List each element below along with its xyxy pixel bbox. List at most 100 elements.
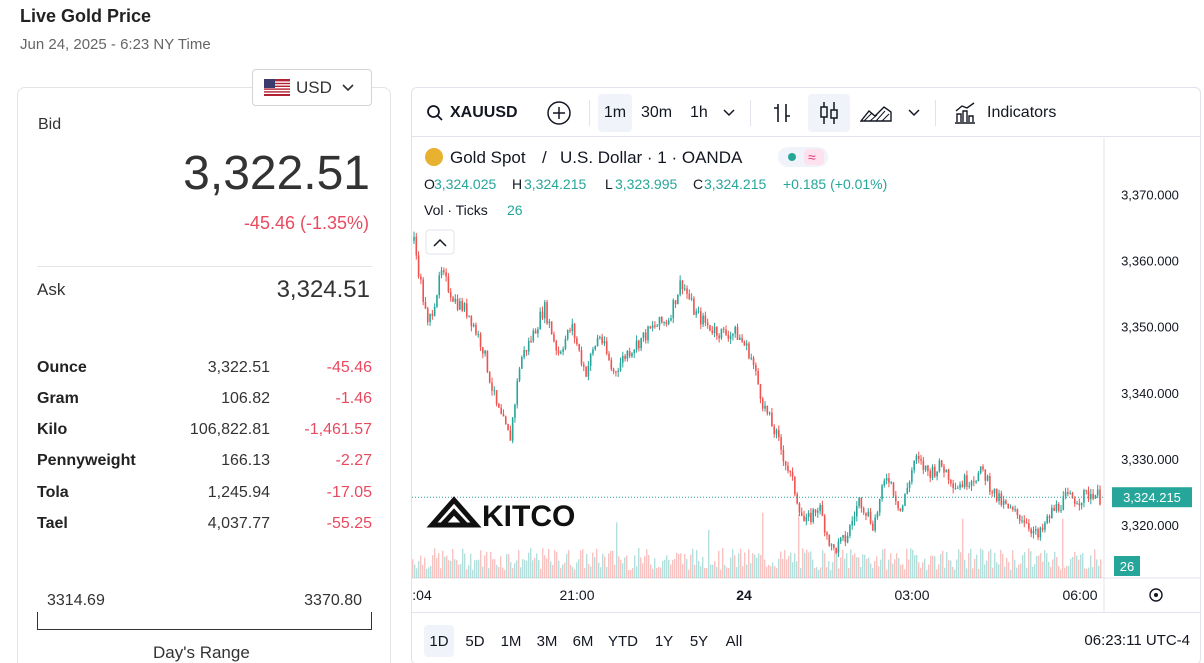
- collapse-legend-button[interactable]: [425, 229, 455, 255]
- volume-bar: [760, 554, 762, 578]
- indicators-button[interactable]: Indicators: [953, 94, 1056, 132]
- volume-bar: [652, 568, 654, 578]
- volume-bar: [602, 553, 604, 578]
- candle-body: [436, 295, 438, 307]
- volume-bar: [808, 552, 810, 578]
- currency-select[interactable]: USD: [252, 69, 372, 106]
- range-label: YTD: [608, 632, 638, 650]
- price-chart[interactable]: 3,370.000 3,360.000 3,350.000 3,340.000 3,33…: [412, 138, 1201, 612]
- volume-bar: [646, 549, 648, 578]
- volume-bar: [950, 560, 952, 578]
- candle-body: [711, 330, 714, 334]
- candle-body: [936, 471, 938, 477]
- volume-bar: [452, 548, 454, 578]
- candle-body: [970, 481, 973, 486]
- range-6m[interactable]: 6M: [568, 625, 598, 657]
- unit-price: 1,245.94: [207, 484, 270, 501]
- candle-body: [619, 362, 622, 371]
- candle-body: [706, 322, 709, 326]
- volume-bar: [698, 560, 700, 578]
- area-style-button[interactable]: [860, 94, 892, 132]
- range-all[interactable]: All: [720, 625, 748, 657]
- settings-icon[interactable]: [1149, 588, 1163, 602]
- candle-body: [800, 512, 803, 516]
- range-ytd[interactable]: YTD: [605, 625, 641, 657]
- interval-menu[interactable]: [723, 94, 735, 132]
- interval-1h[interactable]: 1h: [690, 94, 708, 132]
- candle-body: [518, 368, 521, 381]
- candle-body: [982, 466, 984, 470]
- range-5y[interactable]: 5Y: [686, 625, 712, 657]
- volume-bar: [1044, 550, 1046, 578]
- interval-30m[interactable]: 30m: [641, 94, 672, 132]
- volume-bar: [966, 568, 968, 578]
- candle-body: [1009, 507, 1012, 509]
- volume-bar: [1076, 555, 1078, 578]
- range-5d[interactable]: 5D: [461, 625, 489, 657]
- bars-style-button[interactable]: [772, 94, 792, 132]
- volume-bar: [644, 556, 646, 578]
- volume-bar: [734, 555, 736, 578]
- candle-body: [828, 534, 831, 546]
- candle-body: [417, 255, 420, 277]
- candle-body: [459, 300, 461, 310]
- candle-body: [943, 466, 945, 473]
- range-1y[interactable]: 1Y: [651, 625, 677, 657]
- volume-bar: [732, 549, 734, 578]
- volume-bar: [458, 564, 460, 578]
- compare-button[interactable]: [546, 94, 572, 132]
- currency-value: USD: [296, 77, 332, 97]
- style-menu[interactable]: [908, 94, 920, 132]
- volume-bar: [438, 552, 440, 578]
- candle-body: [1032, 530, 1035, 534]
- candle-body: [695, 311, 698, 315]
- volume-bar: [718, 550, 720, 578]
- volume-bar: [918, 562, 920, 578]
- candle-body: [959, 484, 961, 488]
- candle-body: [610, 360, 613, 370]
- candle-body: [709, 325, 711, 331]
- volume-bar: [754, 554, 756, 578]
- volume-bar: [900, 564, 902, 578]
- volume-bar: [500, 556, 502, 578]
- volume-bar: [432, 555, 434, 578]
- candle-body: [929, 471, 932, 478]
- volume-bar: [612, 550, 614, 578]
- candle-body: [523, 350, 525, 358]
- candle-body: [1085, 490, 1088, 492]
- candle-body: [509, 430, 512, 441]
- volume-bar: [988, 551, 990, 578]
- chart-widget: XAUUSD 1m 30m 1h Indicators 3,370.000: [411, 87, 1201, 663]
- candle-body: [674, 300, 677, 305]
- volume-bar: [1050, 567, 1052, 578]
- candle-body: [816, 511, 819, 513]
- range-1d[interactable]: 1D: [424, 625, 454, 657]
- volume-bar: [496, 564, 498, 578]
- candle-body: [734, 326, 737, 334]
- volume-bar: [906, 548, 908, 578]
- candle-body: [1016, 509, 1019, 515]
- volume-bar: [1010, 569, 1012, 578]
- interval-1m[interactable]: 1m: [598, 94, 632, 132]
- candle-body: [415, 236, 418, 256]
- candle-body: [465, 303, 468, 317]
- volume-bar: [564, 562, 566, 578]
- volume-bar: [498, 566, 500, 578]
- symbol-search[interactable]: XAUUSD: [426, 94, 518, 132]
- volume-bar: [826, 567, 828, 578]
- volume-bar: [844, 558, 846, 578]
- bid-label: Bid: [38, 116, 62, 133]
- range-1m[interactable]: 1M: [496, 625, 526, 657]
- range-3m[interactable]: 3M: [532, 625, 562, 657]
- current-price-badge: [1112, 487, 1192, 508]
- legend-volume-value: 26: [507, 202, 523, 218]
- legend-ohlc: H: [512, 176, 522, 192]
- volume-bar: [852, 555, 854, 578]
- indicators-label: Indicators: [987, 104, 1057, 121]
- volume-bar: [768, 564, 770, 578]
- candles-style-button[interactable]: [808, 94, 850, 132]
- volume-bar: [876, 556, 878, 578]
- candle-body: [456, 298, 459, 310]
- volume-bar: [608, 553, 610, 578]
- candle-body: [495, 390, 498, 404]
